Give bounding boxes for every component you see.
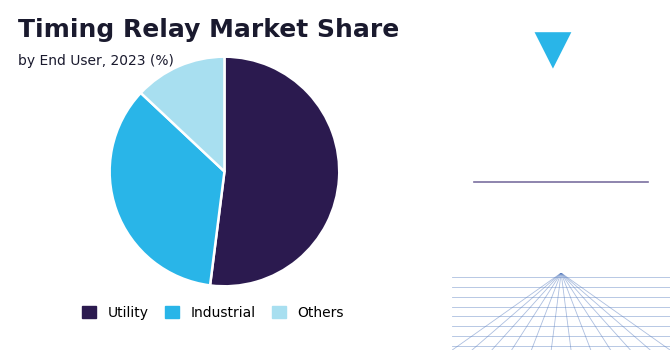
Wedge shape <box>141 57 224 172</box>
Text: www.grandviewresearch.com: www.grandviewresearch.com <box>470 308 623 319</box>
FancyBboxPatch shape <box>527 31 580 71</box>
Text: Source:: Source: <box>470 279 517 289</box>
FancyBboxPatch shape <box>586 31 639 71</box>
Text: by End User, 2023 (%): by End User, 2023 (%) <box>18 54 174 68</box>
Text: Timing Relay Market Share: Timing Relay Market Share <box>18 18 399 42</box>
Polygon shape <box>535 32 572 69</box>
Wedge shape <box>110 93 224 285</box>
Text: GRAND VIEW RESEARCH: GRAND VIEW RESEARCH <box>505 72 618 81</box>
Wedge shape <box>210 57 339 286</box>
FancyBboxPatch shape <box>467 31 520 71</box>
Legend: Utility, Industrial, Others: Utility, Industrial, Others <box>77 300 349 325</box>
Text: Global Market Size,
2023: Global Market Size, 2023 <box>494 203 628 235</box>
Text: $590.0M: $590.0M <box>474 132 649 166</box>
